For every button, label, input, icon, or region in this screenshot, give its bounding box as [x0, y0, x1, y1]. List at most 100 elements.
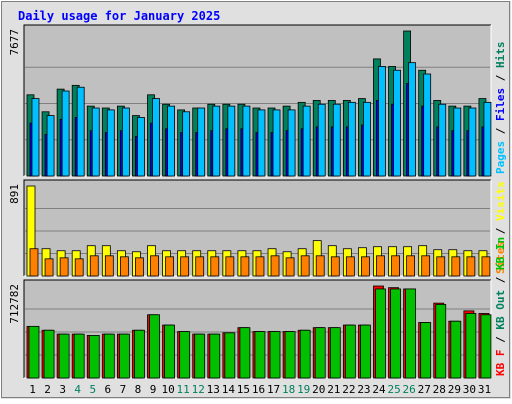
bar-pages [121, 107, 130, 177]
bar-pages [483, 101, 492, 177]
day-label: 10 [161, 383, 174, 396]
legend-separator: / [494, 270, 507, 290]
day-label: 4 [74, 383, 81, 396]
day-label: 31 [478, 383, 491, 396]
bar-pages [423, 73, 432, 177]
bar-sites [210, 256, 220, 277]
bar-kb-in [390, 288, 401, 379]
bar-sites [74, 258, 84, 277]
bar-sites [180, 256, 190, 277]
bar-kb-in [73, 333, 85, 379]
bar-sites [240, 256, 250, 277]
bar-kb-in [314, 327, 326, 379]
day-label: 16 [252, 383, 265, 396]
day-label: 22 [342, 383, 355, 396]
bar-kb-in [43, 329, 55, 379]
day-label: 19 [297, 383, 310, 396]
bar-pages [287, 109, 296, 177]
panel-kbytes: 712782 KB F / KB Out / KB In [8, 237, 507, 379]
bar-sites [481, 256, 491, 277]
bar-pages [167, 105, 175, 177]
bar-sites [315, 255, 325, 277]
bar-kb-in [344, 324, 356, 379]
bar-kb-in [58, 333, 70, 379]
bar-kb-in [360, 324, 371, 379]
bar-sites [165, 256, 174, 277]
bar-kb-in [465, 313, 477, 379]
legend-hits: Hits [494, 42, 507, 69]
bar-pages [137, 117, 145, 177]
bar-pages [31, 98, 40, 177]
bar-pages [61, 90, 70, 177]
day-label: 9 [150, 383, 157, 396]
legend-kb-f: KB F [494, 350, 507, 377]
bar-pages [408, 62, 417, 177]
bar-pages [302, 105, 311, 177]
panel-scale-label: 7677 [8, 29, 21, 56]
bar-pages [106, 109, 115, 177]
day-label: 15 [237, 383, 250, 396]
bar-kb-in [209, 333, 221, 379]
bar-pages [272, 109, 281, 177]
panel-scale-label: 712782 [8, 284, 21, 324]
bar-sites [406, 255, 416, 277]
bar-kb-in [299, 329, 311, 379]
bar-sites [466, 256, 476, 277]
bar-pages [46, 115, 55, 177]
bar-pages [468, 107, 477, 177]
bar-pages [438, 103, 447, 177]
panel-border-top-left [23, 24, 491, 176]
bar-sites [135, 257, 144, 277]
day-label: 18 [282, 383, 295, 396]
bar-pages [182, 111, 191, 177]
bar-pages [378, 66, 386, 177]
bar-sites [89, 255, 99, 277]
panel-legend: Sites / Visits [494, 181, 507, 274]
bar-pages [453, 107, 462, 177]
day-label: 2 [44, 383, 51, 396]
bar-pages [332, 103, 341, 177]
bar-pages [393, 69, 401, 177]
bar-kb-in [375, 288, 386, 379]
bar-pages [152, 98, 160, 177]
legend-separator: / [494, 68, 507, 88]
bar-pages [212, 105, 221, 177]
panel-legend: Pages / Files / Hits [494, 42, 507, 175]
bar-kb-in [480, 314, 492, 379]
panel-border-top-left [23, 279, 491, 378]
chart-title: Daily usage for January 2025 [18, 9, 220, 23]
bar-pages [91, 107, 100, 177]
day-label: 7 [120, 383, 127, 396]
panel-border-top-left [23, 179, 491, 276]
bar-sites [300, 255, 310, 277]
bar-kb-in [134, 329, 145, 379]
legend-separator: / [494, 121, 507, 141]
day-label: 3 [59, 383, 66, 396]
bar-kb-in [284, 331, 296, 379]
bar-kb-in [179, 331, 191, 379]
bar-sites [29, 248, 39, 277]
legend-kb-in: KB In [494, 237, 507, 270]
frame-inner-shadow [1, 1, 510, 398]
bar-kb-in [269, 331, 281, 379]
day-label: 8 [135, 383, 142, 396]
bar-sites [255, 256, 265, 277]
bar-sites [376, 255, 385, 277]
bar-sites [225, 256, 235, 277]
bar-kb-in [149, 314, 160, 379]
bar-pages [257, 109, 266, 177]
bar-pages [317, 103, 326, 177]
bar-pages [227, 105, 236, 177]
bar-sites [59, 257, 69, 277]
bar-sites [330, 256, 340, 277]
panel-visits-sites: 891 Sites / Visits [8, 179, 507, 277]
bar-kb-in [329, 327, 341, 379]
legend-pages: Pages [494, 141, 507, 174]
bar-pages [242, 105, 251, 177]
bar-sites [150, 255, 159, 277]
day-label: 20 [312, 383, 325, 396]
day-label: 24 [372, 383, 386, 396]
x-axis-day-labels: 1 2 3 4 5 6 7 8 9 10 11 12 13 14 15 16 17 18 19 20 21 22 23 24 2… [29, 383, 491, 396]
legend-separator: / [494, 330, 507, 350]
